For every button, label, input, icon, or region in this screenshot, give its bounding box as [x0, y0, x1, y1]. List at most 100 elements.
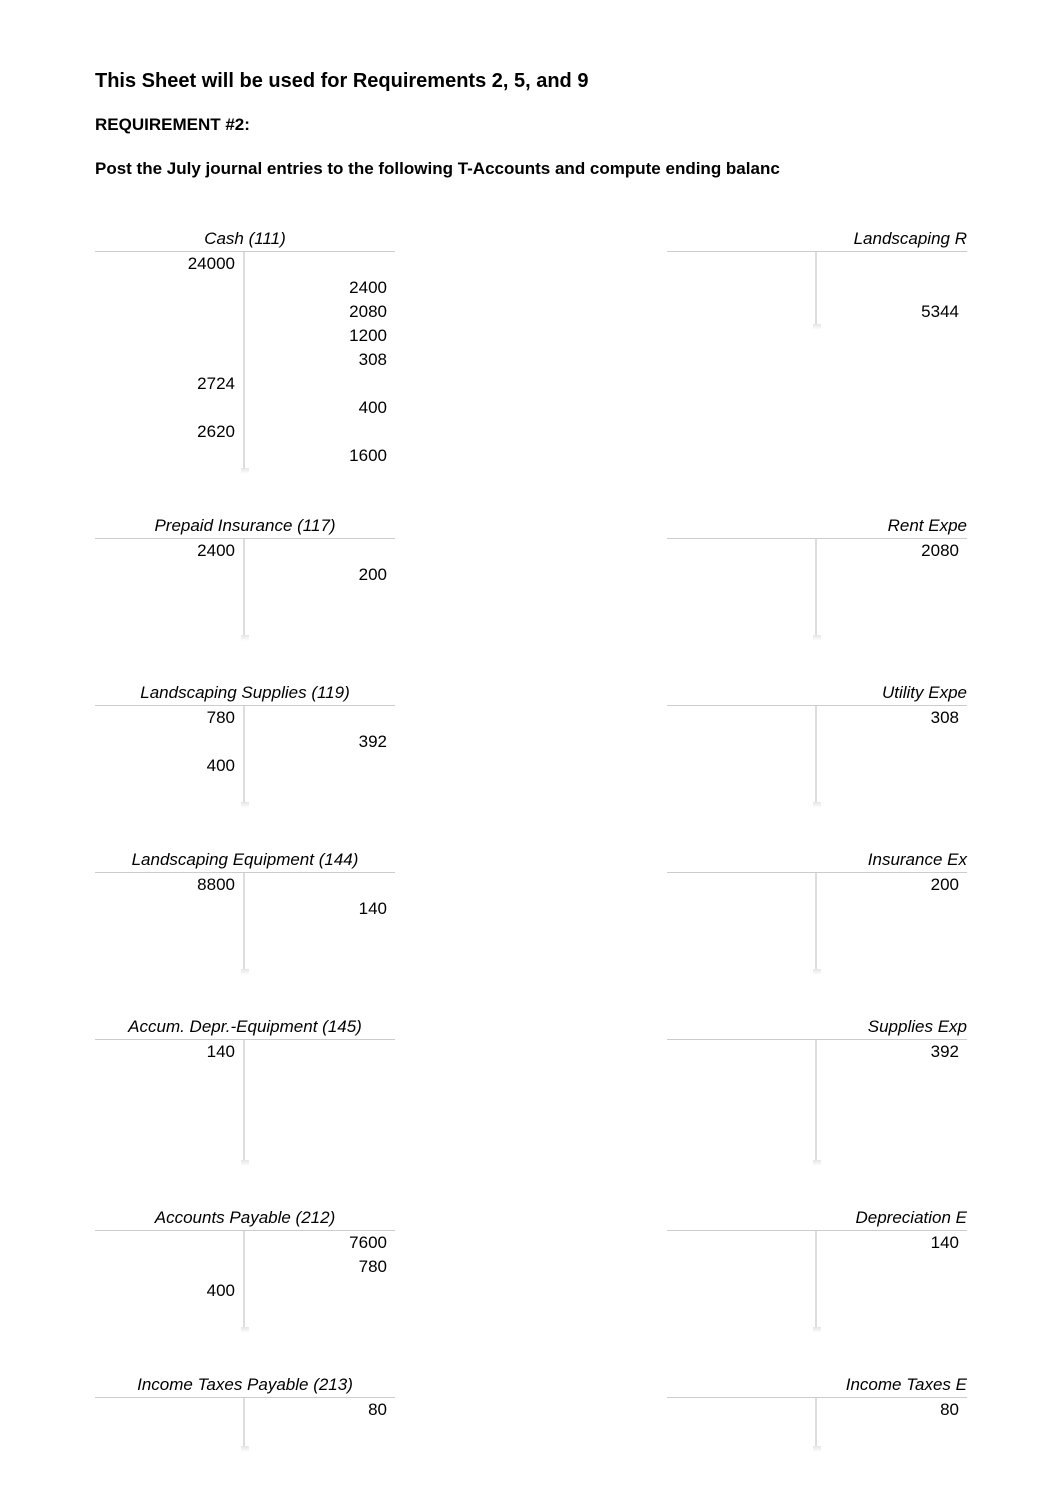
- credit-value: [817, 276, 959, 300]
- credit-value: 200: [817, 873, 959, 897]
- account-title: Landscaping Equipment (144): [95, 850, 395, 873]
- debit-column: [667, 873, 817, 969]
- credit-value: 140: [245, 897, 387, 921]
- debit-value: [667, 276, 807, 300]
- debit-value: [95, 1231, 235, 1255]
- credit-value: 200: [245, 563, 387, 587]
- credit-value: 780: [245, 1255, 387, 1279]
- debit-value: [95, 1398, 235, 1422]
- debit-value: [667, 1040, 807, 1064]
- t-account-body: 2080: [667, 539, 967, 635]
- t-account-accum-depr: Accum. Depr.-Equipment (145) 140: [95, 1017, 395, 1160]
- debit-column: [667, 1231, 817, 1327]
- credit-value: 1200: [245, 324, 387, 348]
- debit-value: 2724: [95, 372, 235, 396]
- credit-column: 80: [245, 1398, 395, 1446]
- debit-value: [95, 897, 235, 921]
- t-account-body: 8800 140: [95, 873, 395, 969]
- t-account-supplies-exp: Supplies Exp 392: [667, 1017, 967, 1160]
- account-title: Accounts Payable (212): [95, 1208, 395, 1231]
- debit-column: [667, 1398, 817, 1446]
- credit-value: [245, 1040, 387, 1064]
- credit-value: 308: [245, 348, 387, 372]
- t-accounts-grid: Cash (111) 24000 2724 2620: [95, 229, 967, 1446]
- account-title: Depreciation E: [667, 1208, 967, 1231]
- credit-value: 2400: [245, 276, 387, 300]
- credit-value: 7600: [245, 1231, 387, 1255]
- credit-column: 308: [817, 706, 967, 802]
- debit-value: [95, 300, 235, 324]
- credit-value: 1600: [245, 444, 387, 468]
- account-title: Income Taxes Payable (213): [95, 1375, 395, 1398]
- t-account-row: Income Taxes Payable (213) 80 Income Tax…: [95, 1375, 967, 1446]
- account-title: Utility Expe: [667, 683, 967, 706]
- t-account-rent-expe: Rent Expe 2080: [667, 516, 967, 635]
- debit-column: 140: [95, 1040, 245, 1160]
- credit-value: 80: [245, 1398, 387, 1422]
- credit-value: 392: [245, 730, 387, 754]
- debit-column: 400: [95, 1231, 245, 1327]
- credit-column: 140: [817, 1231, 967, 1327]
- debit-column: 24000 2724 2620: [95, 252, 245, 468]
- debit-value: 8800: [95, 873, 235, 897]
- t-account-row: Landscaping Supplies (119) 780 400 392 U: [95, 683, 967, 802]
- credit-column: 200: [817, 873, 967, 969]
- t-account-prepaid-insurance: Prepaid Insurance (117) 2400 200: [95, 516, 395, 635]
- credit-value: 2080: [817, 539, 959, 563]
- credit-value: [245, 252, 387, 276]
- t-account-cash: Cash (111) 24000 2724 2620: [95, 229, 395, 468]
- t-account-body: 200: [667, 873, 967, 969]
- debit-value: 400: [95, 754, 235, 778]
- t-account-row: Prepaid Insurance (117) 2400 200 Rent Ex…: [95, 516, 967, 635]
- debit-value: [667, 873, 807, 897]
- credit-value: [245, 372, 387, 396]
- t-account-body: 140: [95, 1040, 395, 1160]
- t-account-insurance-ex: Insurance Ex 200: [667, 850, 967, 969]
- credit-value: [245, 420, 387, 444]
- debit-column: [95, 1398, 245, 1446]
- credit-value: [817, 252, 959, 276]
- credit-value: 308: [817, 706, 959, 730]
- credit-column: 140: [245, 873, 395, 969]
- t-account-body: 5344: [667, 252, 967, 324]
- account-title: Landscaping R: [667, 229, 967, 252]
- t-account-landscaping-equipment: Landscaping Equipment (144) 8800 140: [95, 850, 395, 969]
- t-account-body: 2400 200: [95, 539, 395, 635]
- t-account-body: 400 7600 780: [95, 1231, 395, 1327]
- credit-value: [245, 873, 387, 897]
- t-account-row: Cash (111) 24000 2724 2620: [95, 229, 967, 468]
- credit-value: 80: [817, 1398, 959, 1422]
- debit-value: [95, 396, 235, 420]
- account-title: Supplies Exp: [667, 1017, 967, 1040]
- credit-column: 7600 780: [245, 1231, 395, 1327]
- credit-column: 392: [817, 1040, 967, 1160]
- t-account-body: 80: [667, 1398, 967, 1446]
- t-account-body: 24000 2724 2620 2400 2080 1: [95, 252, 395, 468]
- account-title: Accum. Depr.-Equipment (145): [95, 1017, 395, 1040]
- debit-value: 2620: [95, 420, 235, 444]
- credit-column: [245, 1040, 395, 1160]
- t-account-income-taxes-payable: Income Taxes Payable (213) 80: [95, 1375, 395, 1446]
- credit-column: 2080: [817, 539, 967, 635]
- debit-value: [95, 324, 235, 348]
- debit-value: [95, 444, 235, 468]
- debit-column: 8800: [95, 873, 245, 969]
- credit-value: [245, 754, 387, 778]
- account-title: Rent Expe: [667, 516, 967, 539]
- debit-column: [667, 539, 817, 635]
- credit-value: 140: [817, 1231, 959, 1255]
- credit-value: 392: [817, 1040, 959, 1064]
- credit-value: 400: [245, 396, 387, 420]
- credit-value: 5344: [817, 300, 959, 324]
- t-account-body: 80: [95, 1398, 395, 1446]
- debit-value: [95, 730, 235, 754]
- t-account-utility-expe: Utility Expe 308: [667, 683, 967, 802]
- debit-value: [667, 706, 807, 730]
- debit-value: [667, 1231, 807, 1255]
- debit-value: [667, 300, 807, 324]
- instruction-text: Post the July journal entries to the fol…: [95, 159, 967, 179]
- credit-value: 2080: [245, 300, 387, 324]
- debit-column: 2400: [95, 539, 245, 635]
- t-account-accounts-payable: Accounts Payable (212) 400 7600 780: [95, 1208, 395, 1327]
- t-account-body: 780 400 392: [95, 706, 395, 802]
